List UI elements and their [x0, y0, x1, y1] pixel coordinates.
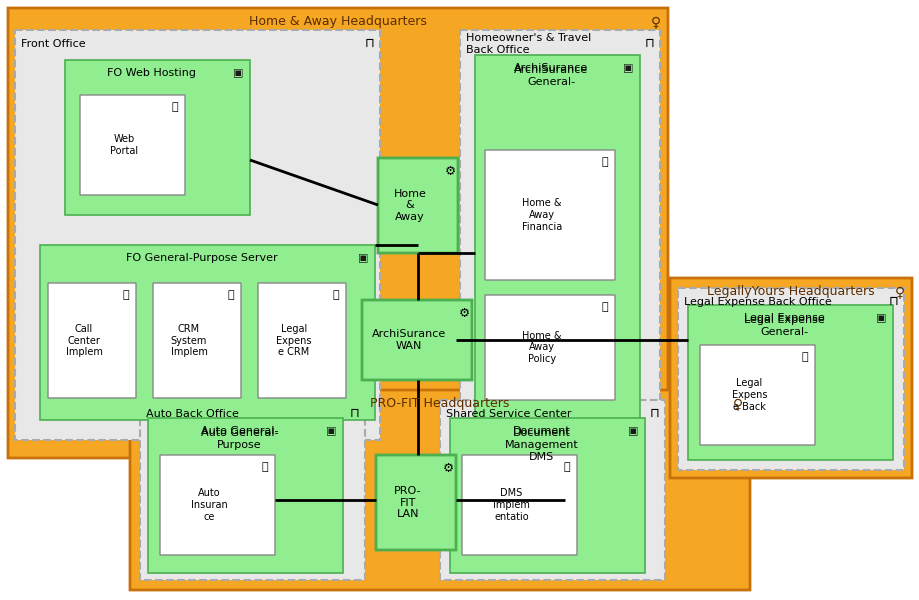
Text: Auto
Insuran
ce: Auto Insuran ce: [191, 488, 228, 521]
Text: ⊓: ⊓: [350, 407, 359, 419]
Text: Legal
Expens
e CRM: Legal Expens e CRM: [276, 324, 312, 357]
FancyBboxPatch shape: [449, 418, 644, 573]
FancyBboxPatch shape: [65, 60, 250, 215]
Text: Front Office: Front Office: [21, 39, 85, 49]
Text: 🗋: 🗋: [227, 290, 234, 300]
Text: ▣: ▣: [357, 253, 368, 263]
Text: ▣: ▣: [325, 426, 335, 436]
Text: ⊓: ⊓: [888, 295, 898, 307]
Text: ♀: ♀: [894, 285, 904, 299]
Text: Shared Service Center: Shared Service Center: [446, 409, 571, 419]
FancyBboxPatch shape: [40, 245, 375, 420]
Text: ♀: ♀: [651, 15, 661, 29]
FancyBboxPatch shape: [140, 400, 365, 580]
Text: DMS
Implem
entatio: DMS Implem entatio: [493, 488, 529, 521]
Text: Auto General-: Auto General-: [200, 428, 278, 438]
Text: Auto General-: Auto General-: [200, 426, 278, 436]
Text: General-: General-: [527, 77, 575, 87]
Text: PRO-
FIT
LAN: PRO- FIT LAN: [394, 486, 421, 519]
Text: Purpose: Purpose: [217, 440, 262, 450]
Text: Management: Management: [505, 440, 578, 450]
FancyBboxPatch shape: [669, 278, 911, 478]
Text: Home & Away Headquarters: Home & Away Headquarters: [249, 16, 426, 28]
FancyBboxPatch shape: [15, 30, 380, 440]
Text: Home
&
Away: Home & Away: [393, 189, 426, 222]
Text: Call
Center
Implem: Call Center Implem: [65, 324, 102, 357]
Text: Legal Expense Back Office: Legal Expense Back Office: [683, 297, 831, 307]
Text: LegallyYours Headquarters: LegallyYours Headquarters: [707, 286, 874, 298]
Text: FO Web Hosting: FO Web Hosting: [107, 68, 196, 78]
Text: ⊓: ⊓: [644, 37, 654, 49]
Text: 🗋: 🗋: [563, 462, 570, 472]
Text: Document: Document: [512, 428, 570, 438]
FancyBboxPatch shape: [130, 390, 749, 590]
FancyBboxPatch shape: [376, 455, 456, 550]
Text: 🗋: 🗋: [122, 290, 130, 300]
Text: ArchiSurance
WAN: ArchiSurance WAN: [371, 329, 446, 351]
Text: ⊓: ⊓: [365, 37, 374, 49]
FancyBboxPatch shape: [699, 345, 814, 445]
FancyBboxPatch shape: [439, 400, 664, 580]
Text: 🗋: 🗋: [261, 462, 268, 472]
Text: Web
Portal: Web Portal: [110, 134, 139, 156]
Text: 🗋: 🗋: [172, 102, 178, 112]
FancyBboxPatch shape: [148, 418, 343, 573]
Text: Document: Document: [512, 426, 570, 436]
FancyBboxPatch shape: [484, 295, 614, 400]
FancyBboxPatch shape: [461, 455, 576, 555]
FancyBboxPatch shape: [378, 158, 458, 253]
Text: ▣: ▣: [627, 426, 638, 436]
Text: Legal
Expens
e Back: Legal Expens e Back: [731, 379, 766, 412]
FancyBboxPatch shape: [80, 95, 185, 195]
Text: 🗋: 🗋: [333, 290, 339, 300]
Text: CRM
System
Implem: CRM System Implem: [170, 324, 207, 357]
Text: ⚙: ⚙: [458, 307, 469, 319]
FancyBboxPatch shape: [153, 283, 241, 398]
Text: Legal Expense: Legal Expense: [743, 313, 824, 323]
Text: ArchiSurance: ArchiSurance: [514, 65, 588, 75]
Text: Home &
Away
Financia: Home & Away Financia: [521, 199, 562, 232]
Text: ▣: ▣: [233, 68, 243, 78]
Text: Home &
Away
Policy: Home & Away Policy: [522, 331, 562, 364]
Text: FO General-Purpose Server: FO General-Purpose Server: [126, 253, 277, 263]
FancyBboxPatch shape: [257, 283, 346, 398]
Text: ⊓: ⊓: [650, 407, 659, 419]
Text: Legal Expense: Legal Expense: [743, 315, 824, 325]
Text: ⚙: ⚙: [444, 164, 455, 178]
Text: PRO-FIT Headquarters: PRO-FIT Headquarters: [370, 397, 509, 410]
Text: 🗋: 🗋: [601, 157, 607, 167]
FancyBboxPatch shape: [687, 305, 892, 460]
Text: 🗋: 🗋: [800, 352, 808, 362]
FancyBboxPatch shape: [677, 288, 903, 470]
FancyBboxPatch shape: [474, 55, 640, 425]
Text: ♀: ♀: [732, 397, 743, 411]
Text: Homeowner's & Travel
Back Office: Homeowner's & Travel Back Office: [466, 33, 591, 55]
FancyBboxPatch shape: [160, 455, 275, 555]
FancyBboxPatch shape: [8, 8, 667, 458]
Text: General-: General-: [760, 327, 808, 337]
Text: ▣: ▣: [622, 63, 632, 73]
FancyBboxPatch shape: [48, 283, 136, 398]
Text: DMS: DMS: [528, 452, 553, 462]
Text: ⚙: ⚙: [442, 461, 453, 475]
Text: 🗋: 🗋: [601, 302, 607, 312]
FancyBboxPatch shape: [484, 150, 614, 280]
FancyBboxPatch shape: [361, 300, 471, 380]
Text: Auto Back Office: Auto Back Office: [146, 409, 239, 419]
FancyBboxPatch shape: [460, 30, 659, 440]
Text: ArchiSurance: ArchiSurance: [514, 63, 588, 73]
Text: ▣: ▣: [875, 313, 885, 323]
